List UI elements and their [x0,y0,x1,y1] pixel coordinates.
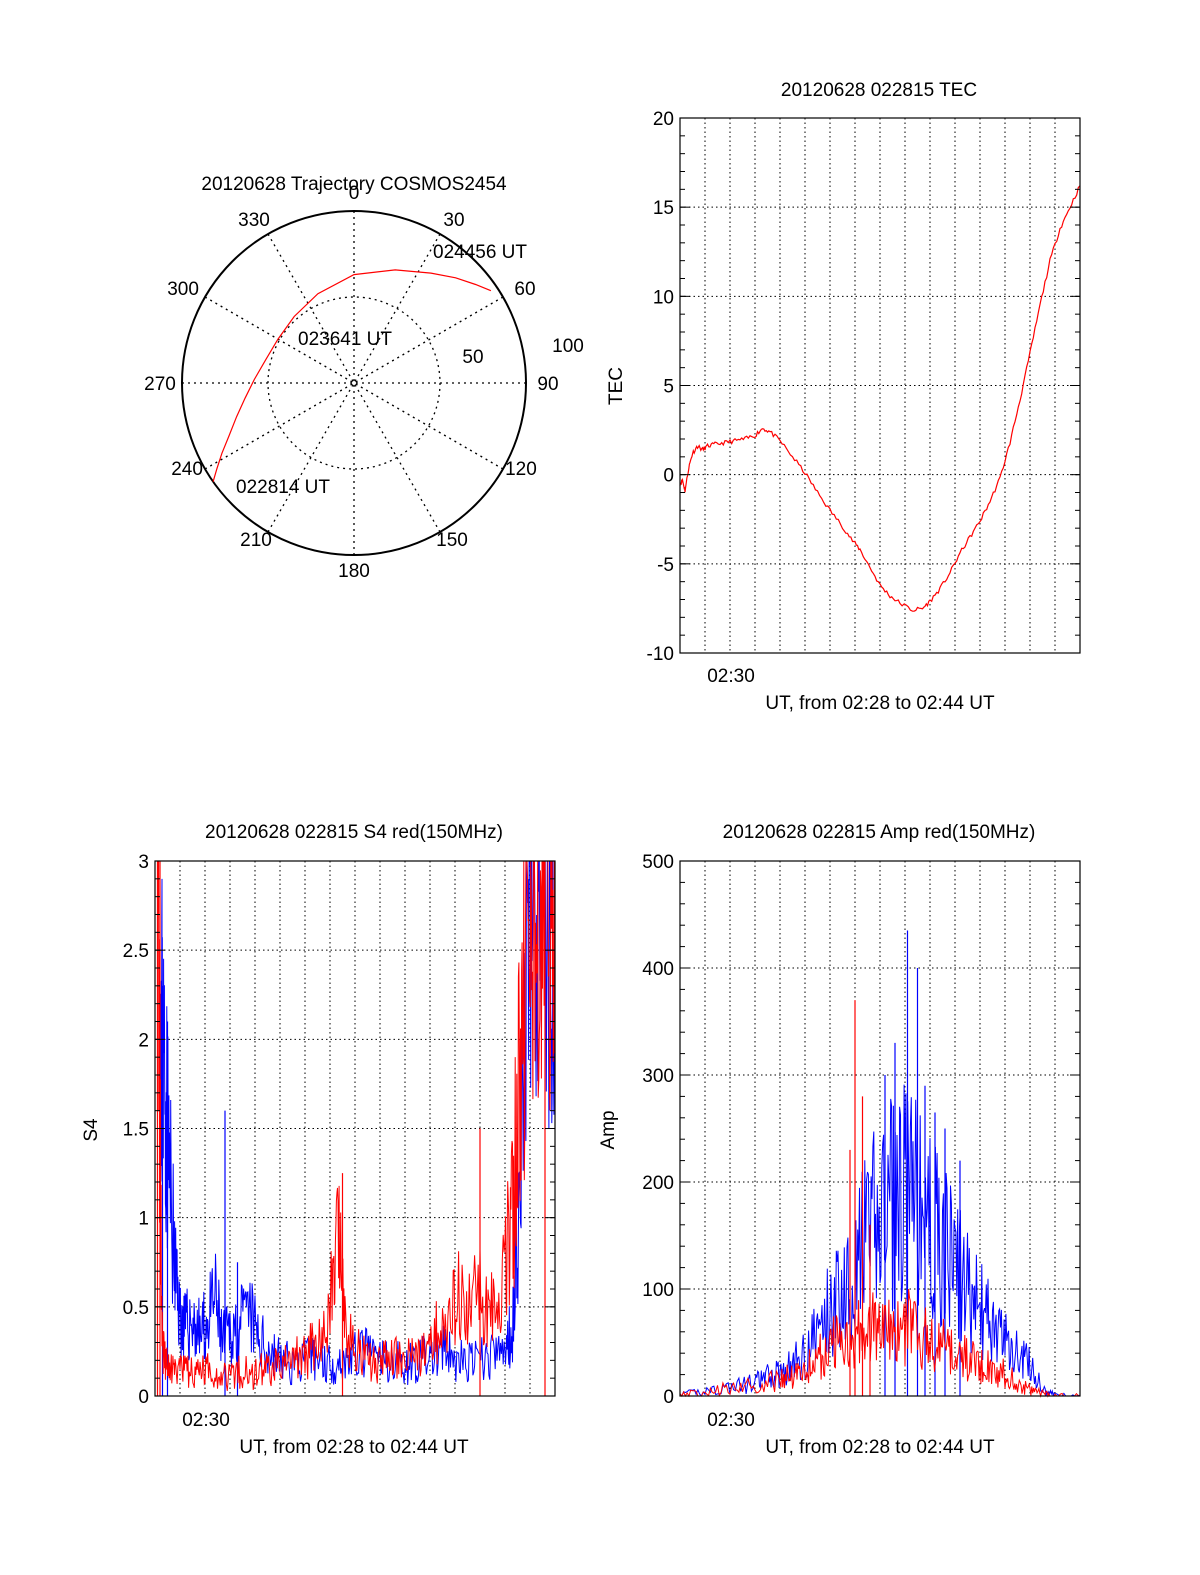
series-line-1 [679,1288,1081,1398]
azimuth-label: 210 [240,530,272,551]
series-line-0 [159,860,556,1386]
y-tick-label: 0 [663,466,674,487]
tec-title: 20120628 022815 TEC [781,80,977,101]
trajectory-title: 20120628 Trajectory COSMOS2454 [201,174,507,195]
azimuth-label: 240 [171,459,203,480]
azimuth-label: 330 [238,210,270,231]
amp-panel: 20120628 022815 Amp red(150MHz) 0 100 200 3… [598,822,1081,1458]
s4-x-tick-label: 02:30 [182,1410,230,1431]
y-tick-label: 100 [642,1280,674,1301]
y-tick-label: 2.5 [123,941,149,962]
y-tick-label: 20 [653,109,674,130]
y-tick-label: 400 [642,959,674,980]
tec-panel: 20120628 022815 TEC -10 -5 0 5 10 15 20 UT, fr… [606,80,1081,714]
tec-x-tick-label: 02:30 [707,666,755,687]
trajectory-panel: 20120628 Trajectory COSMOS2454 0 30 60 90 12… [144,174,584,582]
y-tick-label: -5 [657,555,674,576]
azimuth-label: 120 [505,459,537,480]
y-tick-label: 10 [653,287,674,308]
azimuth-label: 0 [349,183,360,204]
y-tick-label: 300 [642,1066,674,1087]
azimuth-label: 180 [338,561,370,582]
s4-ylabel: S4 [81,1118,102,1142]
tec-ylabel: TEC [606,367,627,405]
y-tick-label: 0.5 [123,1298,149,1319]
azimuth-label: 150 [436,530,468,551]
trajectory-line [212,269,492,482]
trajectory-azimuth-labels: 0 30 60 90 120 150 180 210 240 270 300 330 [144,183,558,582]
elevation-label-100: 100 [552,336,584,357]
tec-xlabel: UT, from 02:28 to 02:44 UT [765,693,995,714]
elevation-label-50: 50 [462,347,483,368]
azimuth-label: 60 [514,279,535,300]
azimuth-label: 300 [167,279,199,300]
s4-xlabel: UT, from 02:28 to 02:44 UT [239,1437,469,1458]
y-tick-label: 3 [138,852,149,873]
azimuth-label: 30 [443,210,464,231]
y-tick-label: -10 [647,644,674,665]
y-tick-label: 5 [663,377,674,398]
y-tick-label: 0 [663,1387,674,1408]
y-tick-label: 500 [642,852,674,873]
amp-ylabel: Amp [598,1110,619,1149]
y-tick-label: 2 [138,1030,149,1051]
amp-plot-area: 0 100 200 300 400 500 [642,852,1081,1408]
y-tick-label: 15 [653,198,674,219]
plot-frame [679,860,1081,1397]
trajectory-start-label: 022814 UT [236,477,330,498]
tec-plot-area: -10 -5 0 5 10 15 20 [647,109,1081,665]
amp-title: 20120628 022815 Amp red(150MHz) [723,822,1036,843]
azimuth-label: 90 [537,374,558,395]
s4-plot-area: 0 0.5 1 1.5 2 2.5 3 [123,852,556,1408]
trajectory-mid-label: 023641 UT [298,329,392,350]
amp-xlabel: UT, from 02:28 to 02:44 UT [765,1437,995,1458]
y-tick-label: 0 [138,1387,149,1408]
y-tick-label: 1 [138,1209,149,1230]
amp-x-tick-label: 02:30 [707,1410,755,1431]
series-line-0 [679,185,1081,612]
y-tick-label: 1.5 [123,1120,149,1141]
series-line-1 [157,860,556,1391]
azimuth-label: 270 [144,374,176,395]
s4-panel: 20120628 022815 S4 red(150MHz) 0 0.5 1 1.5 2… [81,822,556,1458]
trajectory-end-label: 024456 UT [433,242,527,263]
trajectory-grid [181,210,527,556]
y-tick-label: 200 [642,1173,674,1194]
s4-title: 20120628 022815 S4 red(150MHz) [205,822,503,843]
